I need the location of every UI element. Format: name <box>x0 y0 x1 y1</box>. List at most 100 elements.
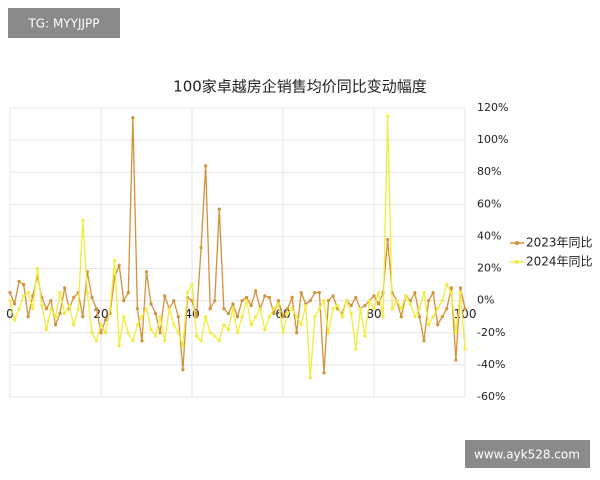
point <box>372 307 376 311</box>
point <box>12 302 17 306</box>
point <box>217 339 221 343</box>
point <box>94 307 99 311</box>
point <box>322 299 326 303</box>
point <box>331 307 335 311</box>
point <box>395 299 399 303</box>
point <box>317 307 321 311</box>
point <box>349 311 353 316</box>
point <box>399 307 403 311</box>
point <box>299 291 303 295</box>
legend-label: 2023年同比 <box>526 236 593 250</box>
point <box>449 291 453 295</box>
point <box>445 283 449 287</box>
point <box>431 315 435 319</box>
point <box>85 291 89 295</box>
point <box>345 299 349 303</box>
point <box>213 334 217 338</box>
point <box>81 218 85 222</box>
point <box>226 311 230 316</box>
point <box>285 311 290 316</box>
point <box>44 307 49 311</box>
point <box>199 339 203 343</box>
point <box>299 323 303 327</box>
point <box>154 311 158 316</box>
point <box>454 358 458 362</box>
point <box>313 315 317 319</box>
point <box>267 315 271 319</box>
point <box>213 299 217 303</box>
point <box>272 311 276 316</box>
point <box>63 286 67 290</box>
point <box>190 283 194 287</box>
point <box>440 315 444 319</box>
point <box>81 315 85 319</box>
point <box>304 303 308 308</box>
point <box>44 327 49 332</box>
point <box>140 339 144 343</box>
point <box>204 315 208 319</box>
point <box>176 315 180 319</box>
watermark-box <box>465 440 590 468</box>
point <box>72 323 76 327</box>
point <box>140 315 144 319</box>
point <box>386 238 390 242</box>
point <box>149 327 153 332</box>
point <box>249 323 253 327</box>
point <box>172 323 176 327</box>
point <box>53 315 58 319</box>
point <box>249 303 253 308</box>
series-line <box>9 117 466 373</box>
point <box>308 376 312 380</box>
point <box>90 295 94 300</box>
point <box>267 295 271 300</box>
point <box>172 299 176 303</box>
point <box>372 294 376 298</box>
point <box>413 291 417 295</box>
point <box>308 299 312 303</box>
y-tick-label: 120% <box>477 101 508 114</box>
point <box>235 331 240 335</box>
y-tick-label: 0% <box>477 294 494 307</box>
point <box>208 331 212 335</box>
point <box>290 295 294 300</box>
point <box>336 303 340 308</box>
point <box>367 299 372 303</box>
point <box>290 307 294 311</box>
point <box>17 307 21 311</box>
point <box>263 294 267 298</box>
point <box>194 315 199 319</box>
point <box>26 315 30 319</box>
point <box>58 311 62 316</box>
point <box>354 347 358 351</box>
point <box>199 246 203 250</box>
point <box>404 294 408 298</box>
point <box>76 307 80 311</box>
point <box>126 331 130 335</box>
point <box>463 307 467 311</box>
point <box>122 299 126 303</box>
point <box>181 344 185 348</box>
point <box>31 307 35 311</box>
watermark: TG: MYYJJPP <box>27 17 99 31</box>
point <box>258 307 262 311</box>
point <box>12 318 17 322</box>
point <box>217 207 221 211</box>
point <box>53 323 58 327</box>
point <box>22 283 26 287</box>
point <box>131 116 135 120</box>
point <box>458 291 463 295</box>
chart-title: 100家卓越房企销售均价同比变动幅度 <box>173 78 427 96</box>
point <box>135 323 139 327</box>
point <box>285 307 290 311</box>
point <box>449 286 453 290</box>
y-tick-label: 40% <box>477 229 501 242</box>
point <box>272 307 276 311</box>
point <box>135 307 139 311</box>
point <box>103 318 108 322</box>
point <box>458 286 463 290</box>
point <box>245 295 249 300</box>
point <box>276 299 281 303</box>
point <box>94 339 99 343</box>
point <box>67 303 71 308</box>
point <box>204 164 208 168</box>
